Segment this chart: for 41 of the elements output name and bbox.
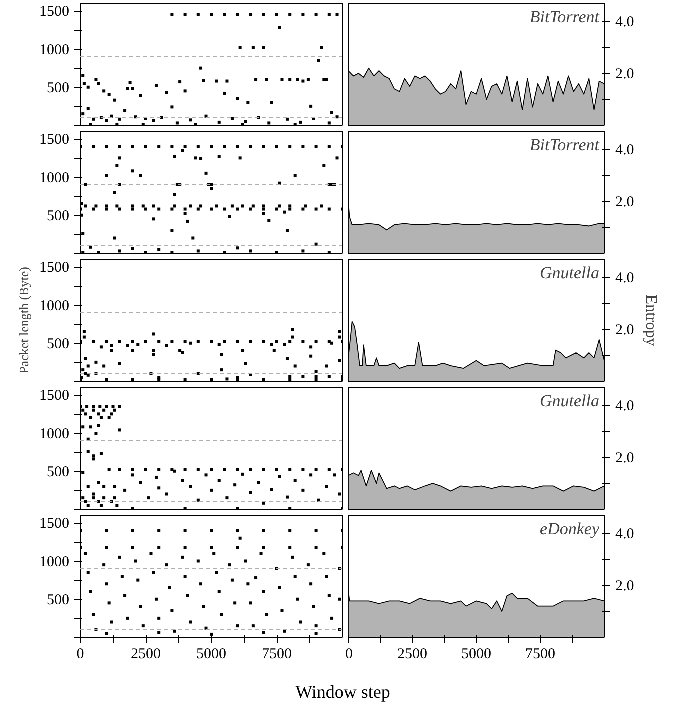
x-axis-title: Window step <box>296 681 390 704</box>
y-tick-label: 1000 <box>40 554 70 570</box>
y2-tick-label: 2.0 <box>616 322 634 339</box>
annotation: BitTorrent <box>530 8 601 26</box>
y-tick-label: 1500 <box>40 516 70 532</box>
y-tick-label: 500 <box>47 336 70 352</box>
y-axis-title: Packet length (Byte) <box>16 267 32 374</box>
y2-tick-label: 4.0 <box>616 14 634 31</box>
y-tick-label: 1500 <box>40 260 70 276</box>
y-tick-label: 500 <box>47 592 70 608</box>
x-tick-label: 2500 <box>398 646 428 662</box>
y-tick-label: 1500 <box>40 388 70 404</box>
y2-tick-label: 2.0 <box>616 450 634 467</box>
x-tick-label: 7500 <box>526 646 556 662</box>
x-tick-label: 5000 <box>196 646 226 662</box>
x-tick-label: 2500 <box>131 646 161 662</box>
y-tick-label: 1500 <box>40 132 70 148</box>
y-tick-label: 1500 <box>40 4 70 20</box>
y2-tick-label: 4.0 <box>616 398 634 415</box>
y2-tick-label: 4.0 <box>616 526 634 543</box>
x-tick-label: 7500 <box>262 646 292 662</box>
y2-tick-label: 2.0 <box>616 66 634 83</box>
y-tick-label: 1000 <box>40 170 70 186</box>
annotation: Gnutella <box>540 392 600 410</box>
y-tick-label: 1000 <box>40 426 70 442</box>
y2-tick-label: 2.0 <box>616 578 634 595</box>
y-tick-label: 500 <box>47 208 70 224</box>
annotation: Gnutella <box>540 264 600 282</box>
x-tick-label: 0 <box>346 646 353 662</box>
y-tick-label: 500 <box>47 80 70 96</box>
y2-tick-label: 4.0 <box>616 270 634 287</box>
annotation: BitTorrent <box>530 136 601 154</box>
y-tick-label: 1000 <box>40 298 70 314</box>
y-tick-label: 1000 <box>40 42 70 58</box>
x-tick-label: 0 <box>76 646 84 662</box>
y2-tick-label: 2.0 <box>616 194 634 211</box>
x-tick-label: 5000 <box>462 646 492 662</box>
y2-axis-title: Entropy <box>642 294 660 346</box>
annotation: eDonkey <box>540 520 600 538</box>
y2-tick-label: 4.0 <box>616 142 634 159</box>
y-tick-label: 500 <box>47 464 70 480</box>
